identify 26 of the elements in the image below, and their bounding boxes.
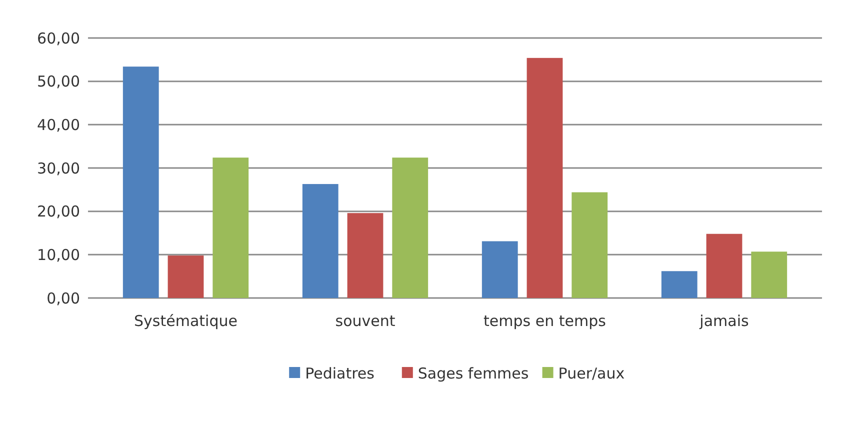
- bar: [661, 271, 698, 298]
- bar: [572, 192, 608, 298]
- bar: [482, 241, 518, 298]
- y-tick-label: 0,00: [46, 289, 80, 308]
- y-tick-label: 10,00: [37, 246, 80, 264]
- y-tick-label: 60,00: [37, 29, 80, 48]
- x-tick-label: temps en temps: [484, 312, 606, 330]
- y-tick-label: 50,00: [37, 72, 80, 91]
- x-tick-label: souvent: [335, 312, 396, 330]
- bar: [347, 213, 384, 298]
- legend-label: Sages femmes: [418, 364, 529, 382]
- x-tick-label: jamais: [698, 312, 749, 330]
- bar: [706, 234, 742, 298]
- bar: [168, 256, 204, 298]
- bar: [392, 158, 428, 298]
- bar: [302, 184, 338, 298]
- bar: [122, 66, 159, 298]
- bar: [526, 58, 563, 298]
- y-tick-label: 40,00: [37, 116, 80, 134]
- legend-label: Pediatres: [305, 364, 375, 382]
- x-tick-label: Systématique: [134, 312, 238, 330]
- bar: [751, 252, 788, 298]
- y-tick-label: 30,00: [37, 159, 80, 178]
- y-tick-label: 20,00: [37, 202, 80, 221]
- legend-label: Puer/aux: [558, 364, 625, 382]
- bar: [212, 158, 249, 298]
